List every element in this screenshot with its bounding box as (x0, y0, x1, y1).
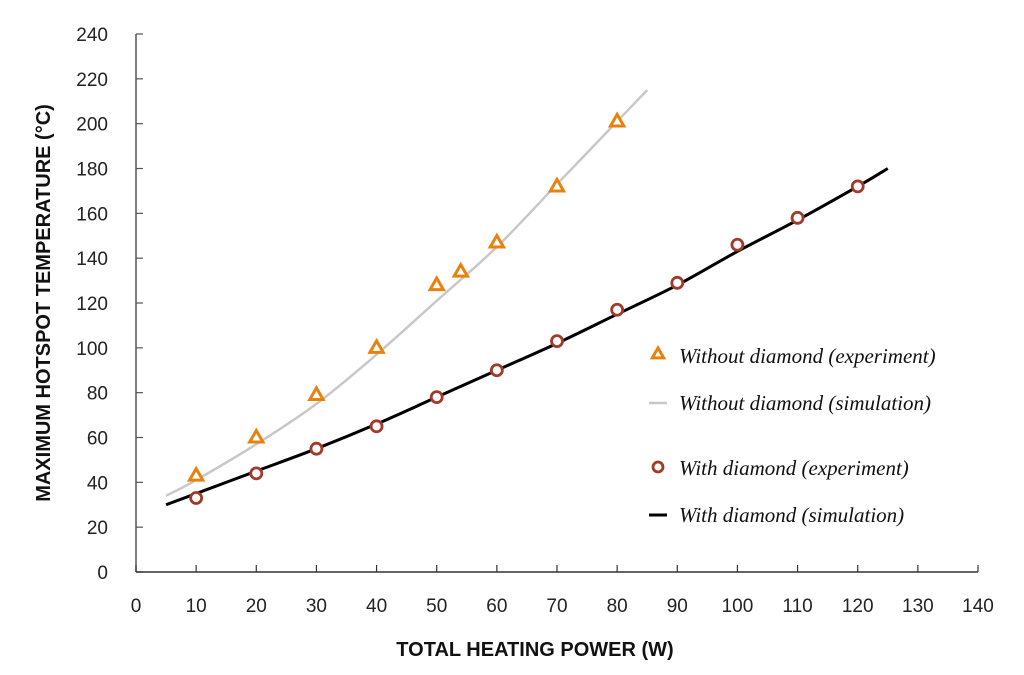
x-tick-label: 0 (131, 596, 142, 617)
legend-item: Without diamond (experiment) (649, 344, 936, 368)
triangle-marker (367, 337, 386, 354)
x-axis-title: TOTAL HEATING POWER (W) (396, 639, 673, 661)
legend-item: Without diamond (simulation) (649, 391, 931, 415)
y-tick-label: 140 (76, 249, 108, 270)
y-tick-label: 20 (87, 518, 108, 539)
x-tick-label: 90 (667, 596, 688, 617)
circle-marker (550, 334, 564, 349)
circle-marker (610, 302, 625, 317)
x-tick-label: 60 (486, 596, 507, 617)
circle-marker (790, 210, 805, 225)
y-tick-label: 220 (76, 70, 108, 91)
legend-item: With diamond (experiment) (651, 456, 909, 480)
circle-marker (369, 419, 384, 434)
y-tick-label: 100 (76, 339, 108, 360)
circle-marker (189, 491, 204, 505)
x-tick-label: 100 (722, 596, 754, 617)
circle-marker (309, 441, 324, 456)
y-tick-label: 120 (76, 294, 108, 315)
y-tick-label: 160 (76, 204, 108, 225)
y-tick-label: 240 (76, 25, 108, 46)
y-tick-label: 60 (87, 429, 108, 450)
y-axis: 0 20 40 60 80 100 120 140 160 180 200 220 240 (76, 25, 143, 584)
x-tick-label: 110 (782, 596, 812, 617)
x-tick-label: 10 (186, 596, 207, 617)
y-tick-label: 180 (76, 160, 108, 181)
legend-circle-icon (651, 460, 665, 474)
x-tick-label: 40 (366, 596, 387, 617)
x-tick-label: 50 (426, 596, 447, 617)
x-axis: 0 10 20 30 40 50 60 70 80 90 100 110 120 130 140 (131, 565, 994, 617)
triangle-marker (547, 176, 567, 193)
circle-marker (489, 363, 504, 378)
series-line (165, 89, 649, 497)
y-tick-label: 200 (76, 115, 108, 136)
circle-marker (429, 390, 444, 405)
x-tick-label: 130 (902, 596, 934, 617)
series-line (165, 167, 889, 507)
triangle-marker (427, 275, 446, 292)
y-tick-label: 40 (87, 473, 108, 494)
x-tick-label: 70 (546, 596, 567, 617)
x-tick-label: 140 (962, 596, 994, 617)
legend-label: With diamond (simulation) (679, 503, 904, 527)
triangle-marker (487, 232, 507, 249)
circle-marker (850, 179, 865, 194)
triangle-marker (607, 111, 627, 128)
x-tick-label: 80 (607, 596, 628, 617)
legend: Without diamond (experiment) Without diam… (649, 344, 936, 527)
triangle-marker (451, 261, 471, 278)
y-tick-label: 80 (87, 384, 108, 405)
legend-label: Without diamond (experiment) (679, 344, 936, 368)
triangle-marker (307, 384, 326, 401)
y-axis-title: MAXIMUM HOTSPOT TEMPERATURE (°C) (33, 104, 55, 502)
x-tick-label: 30 (306, 596, 327, 617)
legend-item: With diamond (simulation) (649, 503, 904, 527)
circle-marker (670, 275, 685, 290)
plot-area (165, 89, 889, 507)
legend-label: Without diamond (simulation) (679, 391, 931, 415)
triangle-marker (247, 427, 266, 444)
legend-label: With diamond (experiment) (679, 456, 909, 480)
circle-marker (730, 237, 745, 252)
x-tick-label: 20 (246, 596, 267, 617)
circle-marker (249, 466, 264, 481)
x-tick-label: 120 (842, 596, 874, 617)
legend-triangle-icon (649, 344, 667, 360)
triangle-marker (186, 465, 206, 482)
y-tick-label: 0 (97, 563, 108, 584)
